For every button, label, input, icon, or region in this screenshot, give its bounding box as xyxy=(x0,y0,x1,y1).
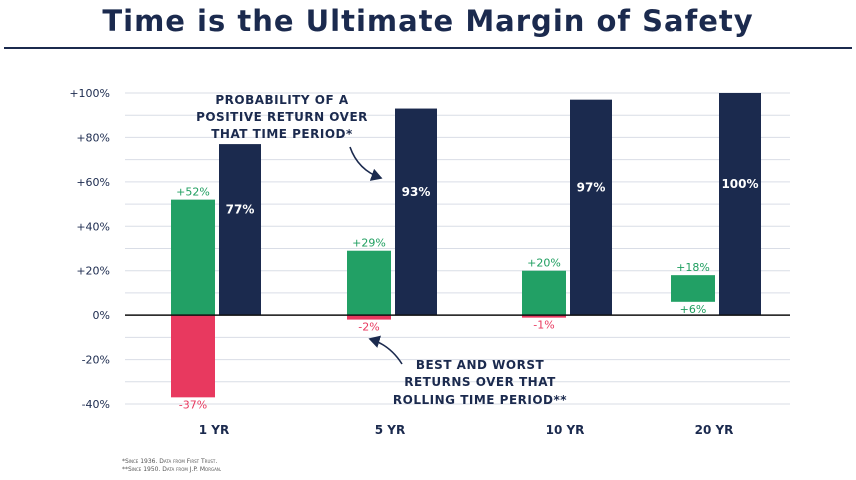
probability-bar xyxy=(719,93,761,316)
annotation-best-worst-line-1: BEST AND WORST xyxy=(416,358,545,372)
probability-label: 77% xyxy=(226,203,255,217)
x-category-label: 20 YR xyxy=(695,423,734,437)
footnote-1: *Since 1936. Data from First Trust. xyxy=(122,458,218,465)
y-tick-label: -40% xyxy=(82,398,110,411)
best-return-bar xyxy=(347,250,391,316)
best-return-label: +18% xyxy=(676,261,710,274)
worst-return-label: -2% xyxy=(358,321,379,334)
probability-label: 93% xyxy=(402,185,431,199)
annotation-probability-line-3: THAT TIME PERIOD* xyxy=(211,127,353,141)
worst-return-label: -1% xyxy=(533,319,554,332)
range-bar-positive xyxy=(671,275,715,302)
y-tick-label: -20% xyxy=(82,354,110,367)
y-tick-label: +80% xyxy=(76,131,110,144)
best-return-bar xyxy=(522,270,566,316)
x-category-label: 1 YR xyxy=(199,423,229,437)
y-tick-label: +20% xyxy=(76,265,110,278)
annotation-probability-line-1: PROBABILITY OF A xyxy=(215,93,349,107)
y-tick-label: +60% xyxy=(76,176,110,189)
best-return-label: +29% xyxy=(352,237,386,250)
probability-label: 100% xyxy=(721,177,758,191)
best-return-bar xyxy=(171,199,215,316)
worst-return-bar xyxy=(171,315,215,398)
annotation-best-worst-line-2: RETURNS OVER THAT xyxy=(404,375,556,389)
probability-bar xyxy=(219,144,261,316)
best-return-label: +52% xyxy=(176,186,210,199)
annotation-best-worst-line-3: ROLLING TIME PERIOD** xyxy=(393,393,567,407)
best-return-label: +20% xyxy=(527,257,561,270)
annotation-best-worst-arrow xyxy=(368,335,403,365)
title-divider xyxy=(4,47,852,49)
footnotes: *Since 1936. Data from First Trust. **Si… xyxy=(122,458,222,474)
worst-return-label: +6% xyxy=(680,303,707,316)
y-tick-label: +40% xyxy=(76,220,110,233)
probability-label: 97% xyxy=(577,180,606,194)
worst-return-label: -37% xyxy=(179,398,207,411)
x-category-label: 10 YR xyxy=(546,423,585,437)
y-tick-label: +100% xyxy=(69,87,110,100)
probability-bar xyxy=(395,108,437,316)
y-tick-label: 0% xyxy=(93,309,110,322)
chart-title: Time is the Ultimate Margin of Safety xyxy=(102,4,754,38)
worst-return-bar xyxy=(347,315,391,320)
x-category-label: 5 YR xyxy=(375,423,405,437)
annotation-probability-line-2: POSITIVE RETURN OVER xyxy=(196,110,368,124)
worst-return-bar xyxy=(522,315,566,318)
footnote-2: **Since 1950. Data from J.P. Morgan. xyxy=(122,466,222,473)
annotation-probability-arrow xyxy=(349,146,383,181)
probability-bar xyxy=(570,99,612,316)
